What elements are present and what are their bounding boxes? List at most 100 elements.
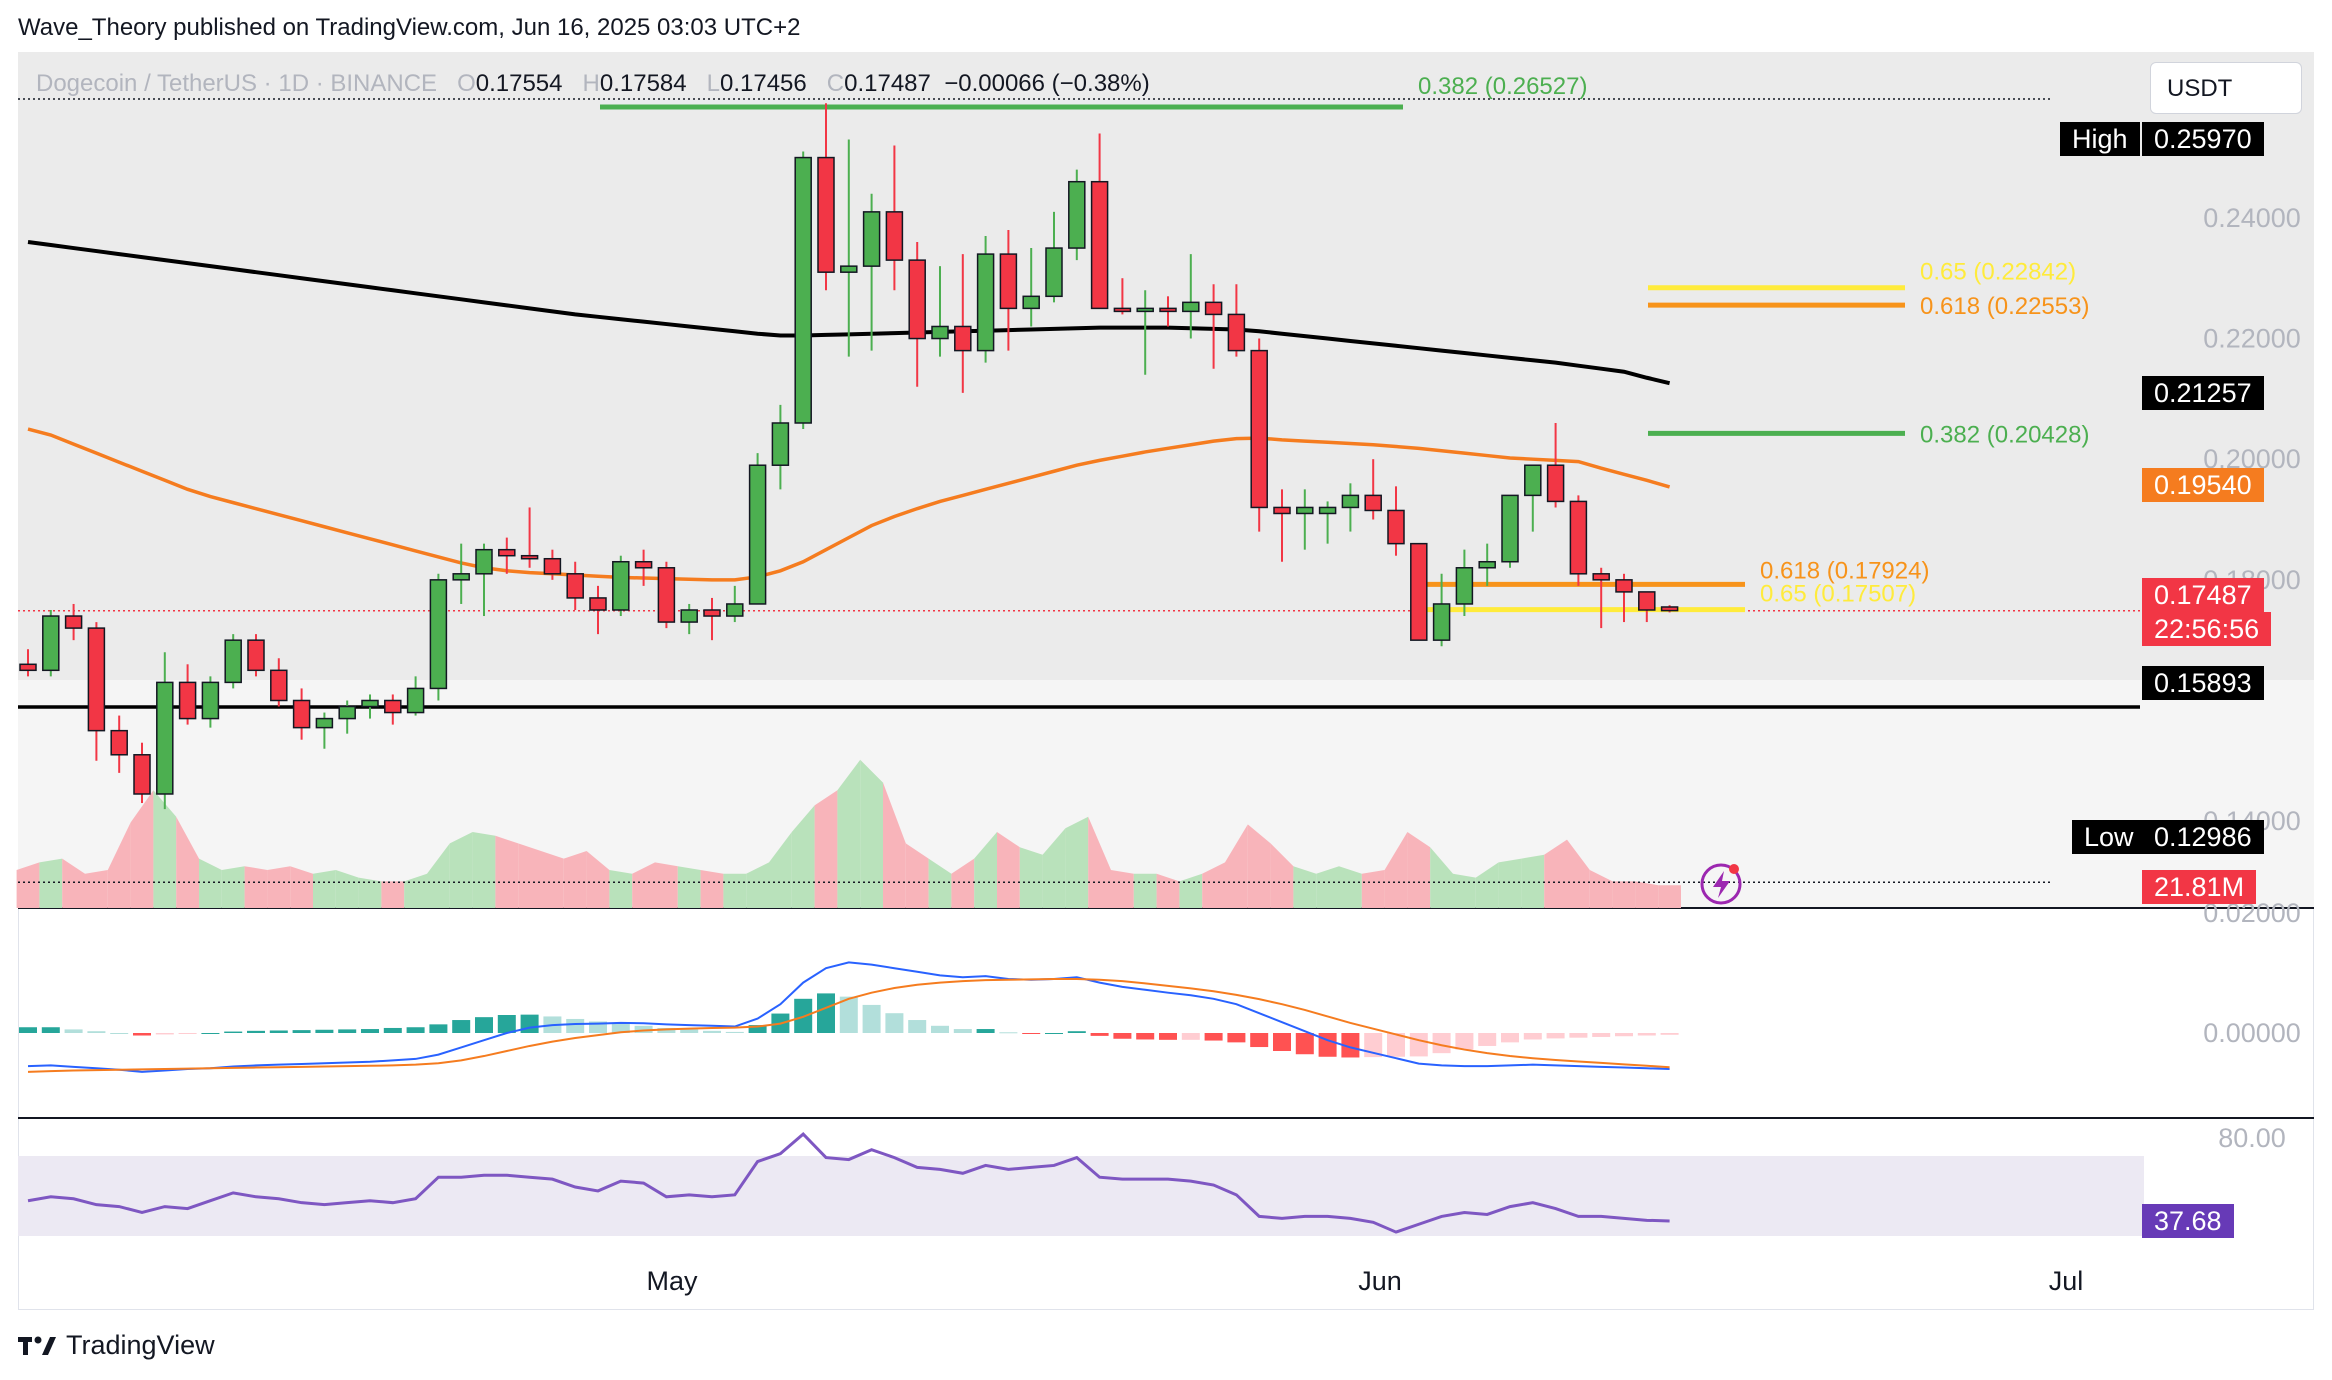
close-label: C bbox=[826, 70, 845, 97]
candle-body bbox=[201, 681, 220, 720]
candle-body bbox=[1090, 180, 1109, 310]
candle-body bbox=[1318, 506, 1337, 515]
candle-body bbox=[384, 699, 402, 714]
macd-histogram-bar bbox=[839, 996, 858, 1033]
macd-histogram-bar bbox=[1022, 1033, 1041, 1034]
candle-body bbox=[1592, 573, 1610, 581]
candle-body bbox=[1546, 464, 1565, 503]
candle-body bbox=[1045, 247, 1063, 298]
countdown-tag: 22:56:56 bbox=[2142, 612, 2272, 646]
volume-bar bbox=[199, 858, 222, 908]
macd-histogram-bar bbox=[247, 1030, 265, 1033]
macd-histogram-bar bbox=[1273, 1033, 1291, 1051]
candle-body bbox=[1182, 301, 1200, 313]
volume-bar bbox=[837, 759, 861, 908]
macd-signal-line bbox=[27, 978, 1670, 1073]
candle-body bbox=[156, 681, 174, 795]
volume-bar bbox=[700, 870, 724, 908]
volume-bar bbox=[1544, 839, 1567, 908]
open-label: O bbox=[457, 70, 476, 97]
macd-histogram-bar bbox=[1227, 1033, 1246, 1043]
macd-histogram-bar bbox=[1181, 1033, 1200, 1040]
candle-body bbox=[589, 597, 607, 611]
candle-body bbox=[1068, 180, 1086, 249]
macd-histogram-bar bbox=[1523, 1033, 1542, 1040]
candle-body bbox=[1113, 307, 1132, 313]
candle-body bbox=[247, 639, 265, 672]
candle-body bbox=[840, 265, 858, 273]
candle-body bbox=[817, 156, 835, 273]
low-word-tag: Low bbox=[2072, 820, 2146, 854]
macd-histogram-bar bbox=[748, 1025, 767, 1033]
macd-histogram-bar bbox=[1409, 1033, 1428, 1057]
macd-histogram-bar bbox=[862, 1004, 881, 1033]
time-axis-tick: Jun bbox=[1358, 1266, 1402, 1296]
macd-histogram-bar bbox=[1090, 1033, 1109, 1036]
candle-body bbox=[1478, 560, 1496, 569]
time-axis-tick: May bbox=[646, 1266, 698, 1296]
candle-body bbox=[178, 681, 197, 720]
volume-bar bbox=[1635, 881, 1659, 908]
candle-body bbox=[771, 422, 790, 466]
high-value-tag: 0.25970 bbox=[2142, 122, 2264, 156]
macd-histogram-bar bbox=[1569, 1033, 1588, 1038]
high-value-legend: 0.17584 bbox=[599, 70, 687, 97]
volume-bar bbox=[1521, 854, 1545, 908]
volume-bar bbox=[974, 832, 997, 908]
volume-bar bbox=[541, 851, 564, 908]
candle-body bbox=[1432, 603, 1451, 641]
candle-body bbox=[657, 567, 676, 623]
ma200-tag: 0.21257 bbox=[2142, 376, 2264, 410]
high-word-tag: High bbox=[2060, 122, 2140, 156]
volume-bar bbox=[723, 873, 747, 908]
candle-body bbox=[1660, 606, 1679, 612]
macd-histogram-bar bbox=[361, 1029, 379, 1033]
macd-histogram-bar bbox=[155, 1033, 174, 1035]
volume-bar bbox=[1339, 866, 1362, 908]
volume-bar bbox=[16, 862, 40, 908]
close-value: 0.17487 bbox=[844, 70, 931, 97]
macd-histogram-bar bbox=[1501, 1033, 1519, 1043]
macd-histogram-bar bbox=[1295, 1033, 1314, 1055]
price-area-lower-bg bbox=[18, 680, 2314, 908]
candle-body bbox=[338, 705, 356, 720]
footer-brand[interactable]: TradingView bbox=[18, 1330, 215, 1361]
footer-brand-label: TradingView bbox=[66, 1330, 215, 1360]
macd-histogram-bar bbox=[1136, 1033, 1155, 1040]
open-value: 0.17554 bbox=[475, 70, 563, 97]
candle-body bbox=[885, 211, 904, 261]
macd-histogram-bar bbox=[589, 1021, 607, 1033]
volume-bar bbox=[769, 832, 792, 908]
volume-bar bbox=[814, 790, 838, 908]
volume-bar bbox=[267, 866, 291, 908]
macd-histogram-bar bbox=[566, 1018, 585, 1033]
candle-body bbox=[1638, 591, 1656, 611]
last-price-tag: 0.17487 bbox=[2142, 578, 2264, 612]
macd-histogram-bar bbox=[292, 1030, 311, 1033]
fib-lower-65-label: 0.65 (0.17507) bbox=[1760, 581, 1916, 608]
candle-body bbox=[1204, 301, 1223, 316]
candle-body bbox=[520, 554, 539, 560]
fib-lower-618-label: 0.618 (0.17924) bbox=[1760, 557, 1929, 584]
volume-bar bbox=[381, 881, 405, 908]
volume-bar bbox=[1384, 832, 1408, 908]
volume-bar bbox=[1430, 847, 1453, 908]
macd-histogram-bar bbox=[1660, 1033, 1679, 1035]
volume-bar bbox=[176, 816, 199, 908]
candle-body bbox=[1524, 464, 1542, 497]
macd-histogram-bar bbox=[657, 1027, 676, 1033]
macd-axis-tick: 0.00000 bbox=[2203, 1018, 2301, 1048]
low-value-tag: 0.12986 bbox=[2142, 820, 2264, 854]
currency-button[interactable]: USDT bbox=[2150, 62, 2302, 114]
macd-histogram-bar bbox=[1204, 1033, 1223, 1041]
candle-body bbox=[1273, 506, 1291, 515]
price-area-upper-bg bbox=[18, 52, 2314, 680]
volume-bar bbox=[1019, 847, 1043, 908]
volume-bar bbox=[883, 782, 906, 908]
macd-histogram-bar bbox=[1387, 1033, 1405, 1057]
symbol-title: Dogecoin / TetherUS · 1D · BINANCE bbox=[36, 70, 438, 97]
price-axis-tick: 0.22000 bbox=[2203, 324, 2301, 354]
volume-bar bbox=[1658, 885, 1681, 908]
tradingview-logo-icon bbox=[18, 1336, 56, 1355]
